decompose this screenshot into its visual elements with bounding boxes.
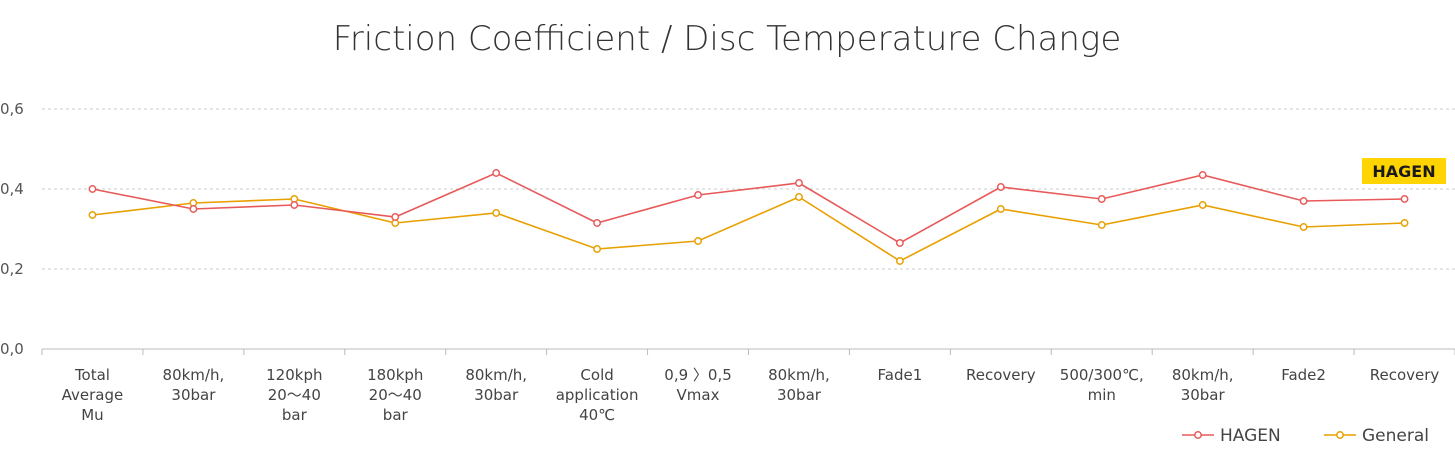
x-category-label: Recovery xyxy=(966,366,1036,384)
point-hagen xyxy=(391,213,400,221)
y-tick-label: 0,2 xyxy=(0,260,24,278)
legend: HAGEN General xyxy=(1182,426,1429,446)
grid-lines xyxy=(42,108,1455,350)
point-hagen xyxy=(1198,171,1207,179)
x-category-label: Recovery xyxy=(1370,366,1440,384)
series-line-hagen xyxy=(92,172,1405,244)
point-general xyxy=(593,245,602,253)
badge-label: HAGEN xyxy=(1372,162,1435,181)
x-category-label: 80km/h, 30bar xyxy=(1172,366,1234,404)
point-hagen xyxy=(593,219,602,227)
series-line-general xyxy=(92,196,1405,262)
badge-background xyxy=(1362,158,1446,184)
series-general xyxy=(88,193,1409,265)
y-tick-label: 0,6 xyxy=(0,100,24,118)
point-general xyxy=(996,205,1005,213)
point-general xyxy=(694,237,702,245)
point-hagen xyxy=(492,169,501,177)
point-hagen xyxy=(996,183,1005,191)
series-hagen xyxy=(88,169,1409,247)
y-tick-label: 0,0 xyxy=(0,340,24,358)
x-category-label: Total Average Mu xyxy=(62,366,124,424)
legend-item-general: General xyxy=(1324,426,1429,446)
point-general xyxy=(1097,221,1106,229)
point-general xyxy=(1400,219,1409,227)
point-general xyxy=(1299,223,1308,231)
x-category-label: 500/300℃, min xyxy=(1060,366,1144,404)
x-category-label: 80km/h, 30bar xyxy=(768,366,830,404)
point-general xyxy=(492,209,501,217)
legend-marker xyxy=(1194,431,1202,439)
hagen-badge: HAGEN xyxy=(1362,158,1446,184)
series-layer xyxy=(88,169,1409,265)
y-tick-labels: 0,0 0,2 0,4 0,6 xyxy=(0,100,24,358)
point-hagen xyxy=(88,185,97,193)
point-hagen xyxy=(895,239,904,247)
point-general xyxy=(1198,201,1207,209)
chart-title: Friction Coefficient / Disc Temperature … xyxy=(333,19,1122,59)
x-tick-marks xyxy=(41,349,1455,355)
point-hagen xyxy=(694,191,702,199)
legend-label: HAGEN xyxy=(1220,426,1281,446)
point-general xyxy=(895,257,904,265)
x-category-label: 80km/h, 30bar xyxy=(465,366,527,404)
x-category-label: Fade2 xyxy=(1281,366,1326,384)
point-general xyxy=(795,193,803,201)
x-category-label: 0,9 〉0,5 Vmax xyxy=(664,366,731,404)
point-hagen xyxy=(189,205,198,213)
legend-marker xyxy=(1336,431,1344,439)
y-tick-label: 0,4 xyxy=(0,180,24,198)
x-category-label: 80km/h, 30bar xyxy=(163,366,225,404)
point-hagen xyxy=(290,201,299,209)
legend-item-hagen: HAGEN xyxy=(1182,426,1281,446)
x-category-label: Fade1 xyxy=(878,366,923,384)
x-category-label: 180kph 20～40 bar xyxy=(367,366,423,424)
legend-label: General xyxy=(1362,426,1429,446)
x-category-label: 120kph 20～40 bar xyxy=(266,366,322,424)
point-hagen xyxy=(1097,195,1106,203)
point-hagen xyxy=(795,179,803,187)
point-general xyxy=(88,211,97,219)
point-hagen xyxy=(1400,195,1409,203)
point-hagen xyxy=(1299,197,1308,205)
x-category-labels: Total Average Mu 80km/h, 30bar 120kph 20～40 bar… xyxy=(62,366,1440,424)
x-category-label: Cold application 40℃ xyxy=(556,366,639,424)
